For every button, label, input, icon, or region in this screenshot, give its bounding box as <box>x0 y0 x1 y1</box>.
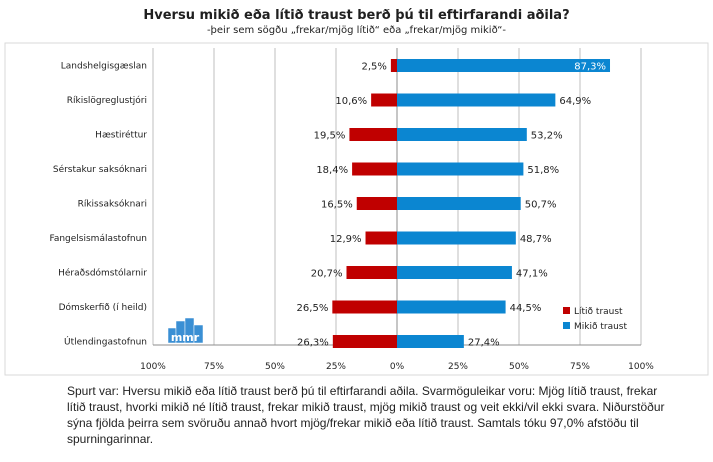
data-label-litid: 12,9% <box>330 234 362 245</box>
labels: 100% 75% 50% 25% 0% 25% 50% 75% 100% Landshelgisg… <box>49 62 654 373</box>
category-label: Dómskerfið (í heild) <box>59 302 147 313</box>
plot-area-border <box>4 42 709 376</box>
data-label-litid: 26,5% <box>297 303 329 314</box>
gridlines <box>152 48 642 346</box>
legend: Lítið traust Mikið traust <box>563 307 627 332</box>
chart-subtitle: -þeir sem sögðu „frekar/mjög lítið“ eða … <box>206 25 507 36</box>
mmr-logo: mmr <box>167 317 204 344</box>
bar-litid-traust <box>371 93 397 107</box>
data-label-mikid: 53,2% <box>531 131 563 142</box>
category-label: Ríkissaksóknari <box>78 199 147 210</box>
bar-mikid-traust <box>397 266 512 279</box>
category-label: Ríkislögreglustjóri <box>67 95 147 106</box>
bar-litid-traust <box>365 231 397 245</box>
data-label-mikid: 64,9% <box>559 96 591 107</box>
bar-chart: 100% 75% 50% 25% 0% 25% 50% 75% 100% Landshelgisg… <box>4 42 709 376</box>
category-label: Héraðsdómstólarnir <box>58 268 147 279</box>
footnote: Spurt var: Hversu mikið eða lítið traust… <box>67 384 665 446</box>
bar-mikid-traust <box>397 59 611 72</box>
data-label-mikid: 87,3% <box>574 62 606 73</box>
bar-mikid-traust <box>397 335 464 348</box>
chart-title: Hversu mikið eða lítið traust berð þú ti… <box>143 8 570 23</box>
category-label: Hæstiréttur <box>95 130 147 141</box>
x-tick-label: 75% <box>204 362 224 372</box>
category-label: Landshelgisgæslan <box>61 62 147 72</box>
x-tick-label: 25% <box>448 362 468 372</box>
data-label-litid: 26,3% <box>297 338 329 349</box>
bar-mikid-traust <box>397 300 506 314</box>
legend-swatch <box>563 307 570 314</box>
x-tick-label: 100% <box>140 362 166 372</box>
data-label-litid: 10,6% <box>335 96 367 107</box>
bar-litid-traust <box>390 59 397 72</box>
data-label-litid: 18,4% <box>316 165 348 176</box>
data-label-litid: 16,5% <box>321 200 353 211</box>
data-label-mikid: 50,7% <box>525 200 557 211</box>
data-label-mikid: 44,5% <box>510 303 542 314</box>
x-tick-label: 75% <box>570 362 590 372</box>
x-tick-label: 0% <box>390 362 405 372</box>
x-tick-label: 100% <box>628 362 654 372</box>
data-label-mikid: 51,8% <box>527 165 559 176</box>
bar-litid-traust <box>356 197 397 210</box>
data-label-litid: 20,7% <box>311 269 343 280</box>
data-label-mikid: 47,1% <box>516 269 548 280</box>
bar-litid-traust <box>332 300 397 314</box>
x-tick-label: 50% <box>265 362 285 372</box>
bar-mikid-traust <box>397 197 521 210</box>
legend-swatch <box>563 322 570 329</box>
logo-block <box>193 324 204 344</box>
bar-mikid-traust <box>397 128 527 141</box>
bar-mikid-traust <box>397 231 516 245</box>
bar-mikid-traust <box>397 93 556 107</box>
x-tick-label: 25% <box>326 362 346 372</box>
bar-litid-traust <box>346 266 397 279</box>
legend-label: Lítið traust <box>574 307 623 317</box>
bar-litid-traust <box>349 128 397 141</box>
bar-litid-traust <box>332 335 397 348</box>
category-label: Fangelsismálastofnun <box>49 234 147 244</box>
data-label-litid: 2,5% <box>361 62 386 73</box>
legend-label: Mikið traust <box>574 322 627 332</box>
bar-litid-traust <box>352 162 397 176</box>
bars <box>332 59 611 348</box>
category-label: Útlendingastofnun <box>64 336 147 348</box>
data-label-mikid: 48,7% <box>520 234 552 245</box>
bar-mikid-traust <box>397 162 524 176</box>
logo-text: mmr <box>171 331 200 344</box>
category-label: Sérstakur saksóknari <box>53 164 147 175</box>
data-label-mikid: 27,4% <box>468 338 500 349</box>
x-tick-label: 50% <box>509 362 529 372</box>
data-label-litid: 19,5% <box>314 131 346 142</box>
